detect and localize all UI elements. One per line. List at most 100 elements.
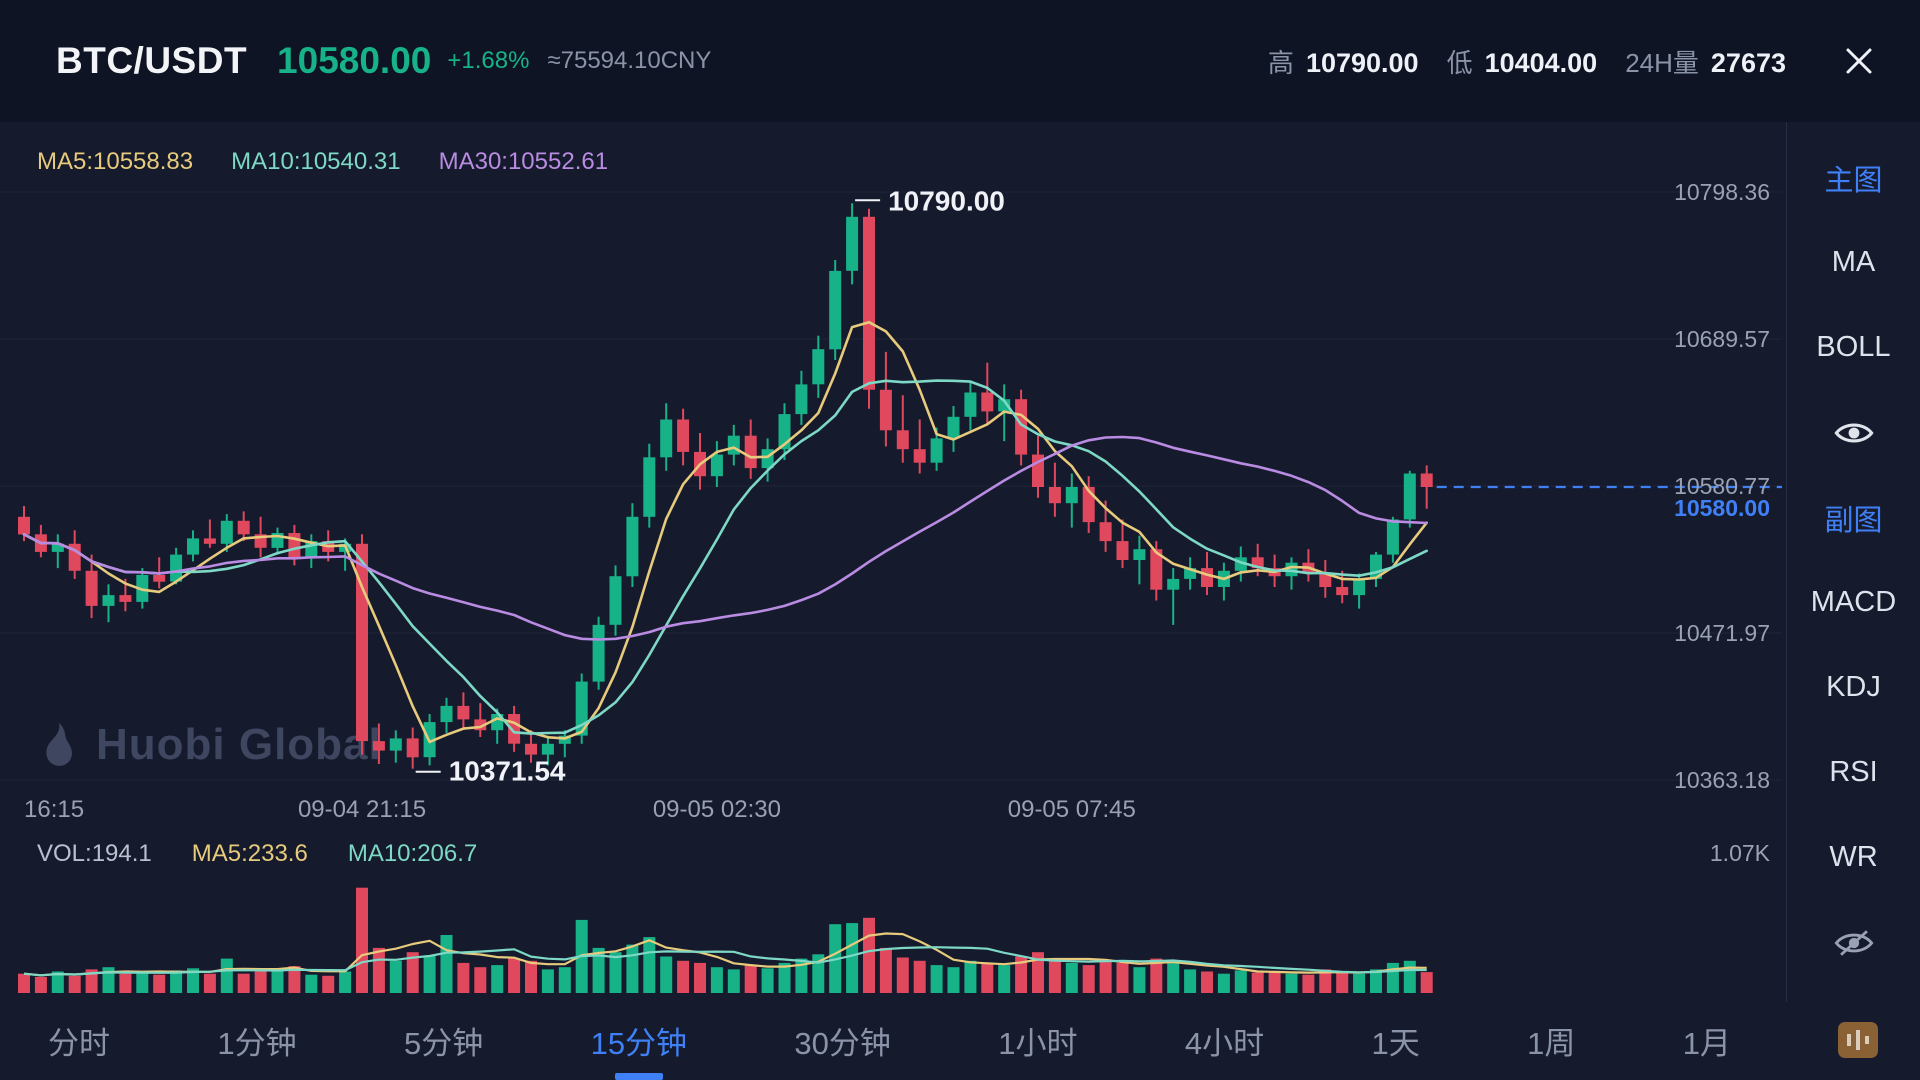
tab-1week[interactable]: 1周 <box>1527 1000 1575 1080</box>
volume-bar <box>203 973 216 993</box>
candle-body <box>727 435 740 455</box>
indicator-boll-button[interactable]: BOLL <box>1787 305 1920 390</box>
volume-bar <box>271 968 284 993</box>
candle-body <box>660 419 673 458</box>
candle-body <box>710 454 723 477</box>
candle-body <box>643 457 656 517</box>
price-axis-label: 10471.97 <box>1674 620 1770 646</box>
volume-bar <box>254 971 267 993</box>
candle-body <box>981 392 994 412</box>
volume-bar <box>1032 952 1044 993</box>
volume-ma10-line <box>23 946 1427 977</box>
volume-bar <box>1268 971 1281 993</box>
volume-bar <box>812 954 825 993</box>
tab-1month[interactable]: 1月 <box>1683 1000 1731 1080</box>
volume-bar <box>68 975 81 993</box>
volume-bar <box>440 935 453 993</box>
sub-chart-section-label: 副图 <box>1787 475 1920 560</box>
volume-ma5-line <box>23 932 1427 977</box>
volume-bar <box>541 969 554 993</box>
tab-5min[interactable]: 5分钟 <box>404 1000 483 1080</box>
ma5-line <box>22 320 1428 744</box>
stat-24h-volume: 24H量 27673 <box>1625 43 1786 80</box>
ma10-label: MA10:10540.31 <box>231 148 401 175</box>
volume-bar <box>457 962 470 993</box>
watermark: Huobi Global <box>36 720 382 770</box>
indicator-settings-icon[interactable] <box>1832 1014 1884 1066</box>
volume-bar <box>727 969 740 993</box>
candle-body <box>1133 549 1146 560</box>
candle-body <box>237 520 250 535</box>
volume-bar <box>964 960 977 993</box>
tab-label: 30分钟 <box>794 1025 891 1061</box>
tab-30min[interactable]: 30分钟 <box>794 1000 890 1080</box>
indicator-rsi-button[interactable]: RSI <box>1787 730 1920 815</box>
candle-body <box>187 538 199 555</box>
volume-bar <box>51 971 64 993</box>
low-value: 10404.00 <box>1484 47 1598 78</box>
candle-body <box>1353 578 1366 596</box>
candle-body <box>474 719 487 731</box>
indicator-ma-button[interactable]: MA <box>1787 220 1920 305</box>
candle-body <box>203 538 216 544</box>
candle-body <box>1099 522 1112 542</box>
main-candlestick-chart[interactable]: 10790.00 10371.54 <box>0 122 1786 812</box>
tab-realtime[interactable]: 分时 <box>48 1000 110 1080</box>
volume-bars <box>18 887 1433 993</box>
volume-bar <box>423 955 436 993</box>
volume-bar <box>34 976 47 993</box>
close-icon[interactable] <box>1840 42 1878 80</box>
volume-bar <box>660 956 673 993</box>
candle-body <box>913 449 926 463</box>
main-chart-section-text: 主图 <box>1824 164 1883 197</box>
volume-bar <box>1403 960 1416 993</box>
ma-indicator-row: MA5:10558.83 MA10:10540.31 MA30:10552.61 <box>37 148 608 176</box>
volume-bar <box>896 957 909 993</box>
high-value: 10790.00 <box>1305 47 1419 78</box>
active-tab-indicator <box>614 1073 663 1080</box>
volume-bar <box>1201 971 1213 993</box>
volume-bar <box>491 965 504 993</box>
volume-bar <box>339 971 352 993</box>
main-indicator-visibility-toggle[interactable] <box>1787 390 1920 475</box>
time-axis-label: 09-04 21:15 <box>297 796 427 823</box>
candle-body <box>846 216 859 271</box>
candle-body <box>85 570 98 606</box>
volume-bar <box>406 952 419 993</box>
indicator-macd-button[interactable]: MACD <box>1787 560 1920 645</box>
volume-bar <box>1370 969 1382 993</box>
tab-1hour[interactable]: 1小时 <box>998 1000 1077 1080</box>
sub-indicator-visibility-toggle[interactable] <box>1787 900 1920 985</box>
candle-body <box>947 416 960 439</box>
candle-body <box>1065 487 1078 504</box>
candle-body <box>102 595 115 606</box>
indicator-kdj-button[interactable]: KDJ <box>1787 645 1920 730</box>
candle-body <box>389 738 402 751</box>
tab-1day[interactable]: 1天 <box>1371 1000 1419 1080</box>
indicator-wr-button[interactable]: WR <box>1787 815 1920 900</box>
volume-bar <box>372 947 385 993</box>
main-chart-section-label: 主图 <box>1787 135 1920 220</box>
volume-bar <box>778 962 791 993</box>
volume-bar <box>1217 973 1230 993</box>
candle-body <box>68 543 81 571</box>
volume-bar <box>643 937 656 993</box>
last-price: 10580.00 <box>277 40 432 81</box>
tab-4hour[interactable]: 4小时 <box>1185 1000 1264 1080</box>
indicator-wr-text: WR <box>1829 841 1878 873</box>
volume-bar <box>474 967 487 993</box>
volume-bar <box>846 923 859 993</box>
candle-body <box>896 430 909 450</box>
candle-body <box>372 741 385 751</box>
tab-15min[interactable]: 15分钟 <box>591 1000 687 1080</box>
candle-body <box>626 516 639 577</box>
price-axis-label: 10363.18 <box>1674 767 1770 793</box>
gridlines <box>0 191 1782 781</box>
candle-body <box>1150 549 1163 590</box>
volume-chart[interactable] <box>0 868 1786 998</box>
volume24h-value: 27673 <box>1710 47 1786 78</box>
high-label: 高 <box>1267 47 1294 78</box>
volume-bar <box>1065 962 1078 993</box>
tab-1min[interactable]: 1分钟 <box>217 1000 296 1080</box>
candle-body <box>220 520 233 544</box>
